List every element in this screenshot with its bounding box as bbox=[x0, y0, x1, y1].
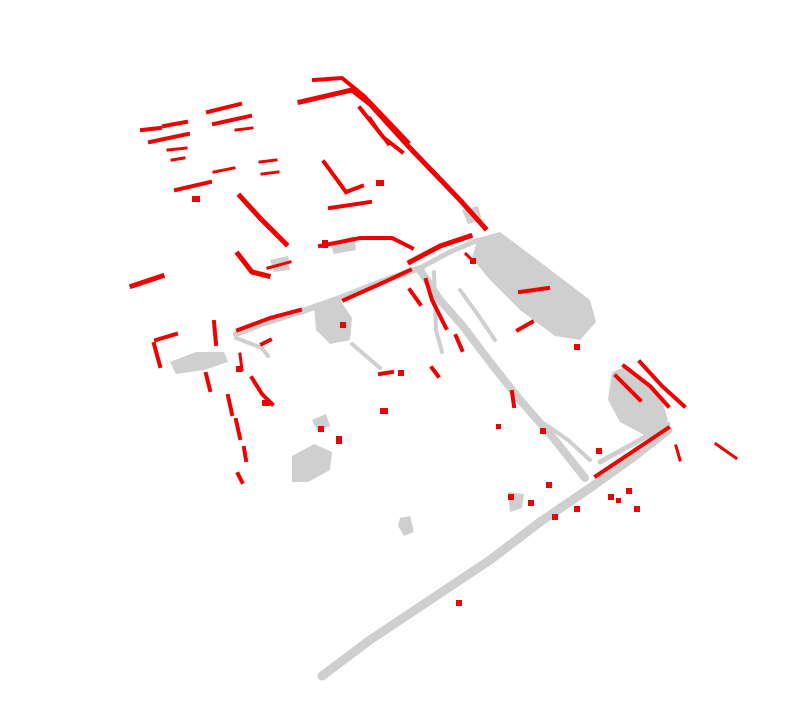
highlight-segment bbox=[377, 369, 395, 377]
map-segment bbox=[416, 266, 589, 482]
highlight-segment bbox=[139, 125, 163, 133]
highlight-dot bbox=[574, 344, 580, 350]
highlight-dot bbox=[398, 370, 404, 376]
highlight-dot bbox=[608, 494, 614, 500]
highlight-dot bbox=[528, 500, 534, 506]
highlight-segment bbox=[613, 373, 643, 403]
highlight-segment bbox=[674, 444, 682, 462]
highlight-dot bbox=[540, 428, 546, 434]
highlight-segment bbox=[170, 156, 186, 162]
highlight-segment bbox=[517, 285, 551, 295]
highlight-dot bbox=[470, 258, 476, 264]
highlight-segment bbox=[203, 371, 213, 393]
highlight-dot bbox=[236, 366, 242, 372]
highlight-segment bbox=[266, 260, 292, 270]
highlight-dot bbox=[596, 448, 602, 454]
map-segment bbox=[234, 336, 270, 358]
highlight-segment bbox=[637, 359, 687, 409]
highlight-segment bbox=[128, 272, 166, 290]
highlight-dot bbox=[546, 482, 552, 488]
highlight-dot bbox=[318, 426, 324, 432]
map-segment bbox=[317, 425, 673, 681]
highlight-segment bbox=[211, 113, 253, 127]
highlight-segment bbox=[234, 250, 272, 280]
highlight-dot bbox=[262, 400, 270, 406]
map-blob bbox=[398, 516, 414, 536]
map-blob bbox=[472, 232, 596, 340]
highlight-segment bbox=[211, 319, 219, 347]
map-segment bbox=[458, 288, 497, 342]
highlight-segment bbox=[343, 183, 365, 195]
map-points-layer bbox=[170, 206, 673, 681]
highlight-segment bbox=[225, 393, 235, 417]
highlight-dot bbox=[508, 494, 514, 500]
highlight-segment bbox=[321, 159, 349, 195]
highlight-segment bbox=[236, 192, 290, 248]
highlight-segment bbox=[166, 146, 188, 152]
highlight-segment bbox=[593, 425, 671, 479]
highlight-dot bbox=[496, 424, 501, 429]
highlight-dot bbox=[192, 196, 200, 202]
highlight-segment bbox=[367, 115, 391, 147]
map-blob bbox=[292, 444, 332, 482]
highlight-segment bbox=[235, 471, 245, 485]
highlight-dot bbox=[380, 408, 388, 414]
highlight-segment bbox=[151, 341, 163, 369]
highlight-segment bbox=[258, 158, 278, 164]
highlight-dot bbox=[456, 600, 462, 606]
map-blob bbox=[314, 300, 352, 344]
highlight-segment bbox=[205, 101, 243, 115]
highlight-dot bbox=[376, 180, 384, 186]
highlight-segment bbox=[423, 277, 449, 331]
highlight-dot bbox=[626, 488, 632, 494]
highlight-segment bbox=[153, 331, 179, 343]
highlight-segment bbox=[297, 87, 489, 232]
highlight-segment bbox=[621, 363, 671, 409]
highlight-segment bbox=[235, 307, 303, 333]
highlight-segment bbox=[429, 365, 441, 379]
highlight-segment bbox=[233, 417, 243, 441]
highlight-segment bbox=[453, 333, 465, 353]
map-blob bbox=[170, 352, 228, 374]
highlight-segment bbox=[406, 232, 474, 266]
map-segment bbox=[350, 342, 382, 370]
highlight-dot bbox=[634, 506, 640, 512]
highlight-segment bbox=[259, 337, 273, 347]
highlight-segment bbox=[161, 119, 189, 129]
highlight-segment bbox=[212, 166, 236, 174]
highlight-segment bbox=[713, 441, 739, 461]
highlight-dot bbox=[574, 506, 580, 512]
highlight-segment bbox=[407, 287, 423, 307]
highlight-segment bbox=[241, 445, 249, 463]
highlight-dot bbox=[322, 240, 328, 248]
highlight-dot bbox=[336, 436, 342, 444]
highlight-points-layer bbox=[128, 75, 739, 606]
highlight-segment bbox=[173, 179, 213, 193]
highlight-segment bbox=[317, 236, 415, 251]
map-segment bbox=[597, 421, 671, 465]
highlight-dot bbox=[340, 322, 346, 328]
highlight-dot bbox=[616, 498, 621, 503]
highlight-segment bbox=[234, 126, 254, 132]
highlight-segment bbox=[341, 267, 413, 303]
highlight-segment bbox=[260, 170, 280, 176]
highlight-segment bbox=[327, 199, 373, 211]
highlight-segment bbox=[509, 389, 517, 409]
map-segment bbox=[432, 270, 444, 354]
map-segment bbox=[543, 422, 592, 462]
highlight-segment bbox=[515, 319, 535, 333]
map-segment bbox=[417, 237, 481, 271]
highlight-segment bbox=[311, 75, 411, 145]
highlight-dot bbox=[552, 514, 558, 520]
highlight-segment bbox=[147, 131, 191, 145]
map-blob bbox=[312, 414, 330, 432]
